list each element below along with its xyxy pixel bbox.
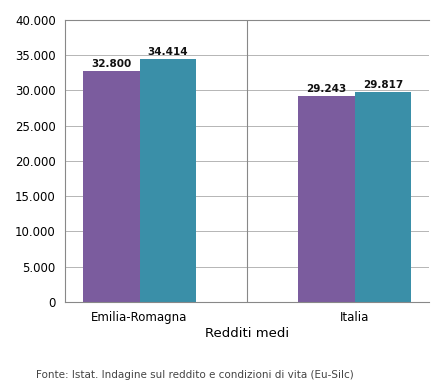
Bar <box>298 96 355 302</box>
Bar <box>83 71 139 302</box>
Text: 29.817: 29.817 <box>363 79 403 90</box>
Text: 32.800: 32.800 <box>91 58 131 69</box>
Bar <box>139 59 196 302</box>
Text: 29.243: 29.243 <box>306 84 347 94</box>
Bar <box>355 92 412 302</box>
X-axis label: Redditi medi: Redditi medi <box>205 327 289 340</box>
Text: 34.414: 34.414 <box>147 47 188 57</box>
Text: Fonte: Istat. Indagine sul reddito e condizioni di vita (Eu-Silc): Fonte: Istat. Indagine sul reddito e con… <box>36 370 353 380</box>
